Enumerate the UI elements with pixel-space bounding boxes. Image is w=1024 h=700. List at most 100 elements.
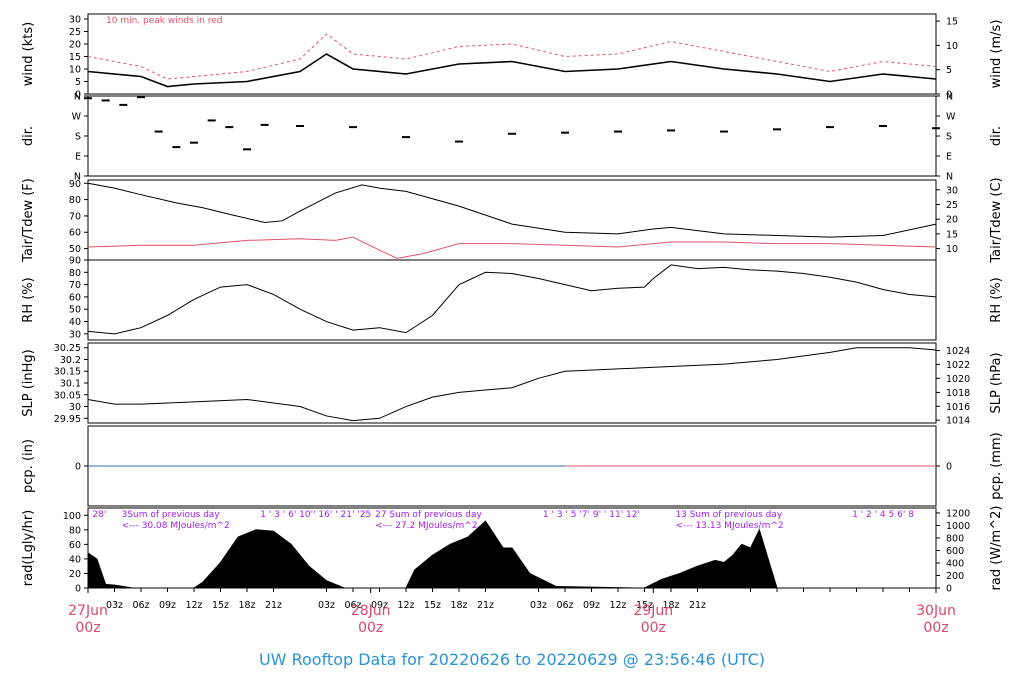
wind-left-tick-label: 30 [69,15,81,26]
wind-annotation: 10 min. peak winds in red [106,16,223,26]
wind-series-line-0 [87,53,937,88]
time-tick-label: 21z [265,600,282,611]
slp-left-tick-label: 30.25 [54,343,81,354]
slp-y-axis-label: SLP (inHg) [21,349,36,417]
rad-right-tick-label: 800 [946,533,964,544]
slp-series-line-0 [87,347,937,422]
slp-right-tick-label: 1022 [946,360,970,371]
rad-day-header: 28' [92,510,106,520]
slp-left-tick-label: 30.05 [54,390,81,401]
dir-panel-frame [87,95,937,177]
wind-left-tick-label: 25 [69,27,81,38]
date-label-hour: 00z [75,620,100,636]
dir-left-tick-label: E [75,152,81,163]
rad-daily-total: <--- 27.2 MJoules/m^2 [375,521,477,531]
rh-left-tick-label: 80 [69,268,81,279]
time-tick-label: 15z [424,600,441,611]
dir-right-tick-label: S [946,132,952,143]
time-tick-label: 03z [318,600,335,611]
temp-right-tick-label: 25 [946,200,958,211]
slp-left-tick-label: 30.1 [60,379,81,390]
time-tick-label: 03z [106,600,123,611]
pcp-right-tick-label: 0 [946,462,952,473]
rh-panel-frame [87,259,937,341]
wind-series-line-1 [87,33,937,80]
wind-left-tick-label: 10 [69,65,81,76]
pcp-left-tick-label: 0 [75,462,81,473]
rad-day-header: 13 Sum of previous day [675,510,782,520]
date-label-hour: 00z [641,620,666,636]
rad-left-tick-label: 40 [69,554,81,565]
time-tick-label: 21z [689,600,706,611]
time-tick-label: 12z [609,600,626,611]
rh-left-tick-label: 60 [69,292,81,303]
rad-left-tick-label: 20 [69,569,81,580]
rad-left-tick-label: 100 [63,511,81,522]
time-tick-label: 18z [662,600,679,611]
date-label-day: 30Jun [916,603,956,619]
time-tick-label: 06z [132,600,149,611]
rad-y-axis-label: rad(Lgly/hr) [21,510,36,586]
time-tick-label: 03z [530,600,547,611]
rad-day-header: 1 ' 2 ' 4 5 6' 8 [852,510,914,520]
date-label-day: 29Jun [633,603,673,619]
rad-right-tick-label: 1200 [946,508,970,519]
wind-right-tick-label: 5 [946,65,952,76]
wind-panel-frame [87,13,937,95]
time-tick-label: 09z [583,600,600,611]
temp-right-tick-label: 20 [946,215,958,226]
slp-left-tick-label: 30.2 [60,355,81,366]
dir-right-tick-label: E [946,152,952,163]
rad-day-header: 27 Sum of previous day [375,510,482,520]
rad-right-tick-label: 0 [946,584,952,595]
rad-right-tick-label: 400 [946,558,964,569]
time-tick-label: 12z [185,600,202,611]
temp-left-tick-label: 90 [69,179,81,190]
rad-area [87,520,936,589]
wind-left-tick-label: 15 [69,52,81,63]
rad-day-header: 1 ' 3 ' 6' 10'' 16' ' 21' '25 [260,510,371,520]
rad-day-header: 1 ' 3 ' 5 '7' 9' ' 11' 12' [543,510,640,520]
temp-panel-frame [87,179,937,261]
wind-right-tick-label: 15 [946,17,958,28]
rad-day-header: 3Sum of previous day [122,510,221,520]
date-label-day: 28Jun [351,603,391,619]
time-tick-label: 18z [450,600,467,611]
rh-left-tick-label: 50 [69,305,81,316]
temp-right-tick-label: 15 [946,229,958,240]
time-tick-label: 09z [159,600,176,611]
dir-right-tick-label: W [946,112,956,123]
temp-right-tick-label: 10 [946,244,958,255]
slp-right-tick-label: 1018 [946,388,970,399]
dir-left-tick-label: N [74,172,81,183]
dir-left-tick-label: W [72,112,82,123]
temp-y-axis-label-right: Tair/Tdew (C) [989,177,1004,263]
rh-left-tick-label: 40 [69,317,81,328]
date-label-day: 27Jun [68,603,108,619]
slp-right-tick-label: 1024 [946,346,970,357]
wind-right-tick-label: 10 [946,41,958,52]
rad-left-tick-label: 60 [69,540,81,551]
dir-y-axis-label-right: dir. [989,126,1004,146]
rad-y-axis-label-right: rad (W/m^2) [989,506,1004,591]
pcp-y-axis-label: pcp. (in) [21,439,36,493]
rad-right-tick-label: 1000 [946,521,970,532]
wind-y-axis-label: wind (kts) [21,22,36,86]
time-tick-label: 06z [556,600,573,611]
date-label-hour: 00z [358,620,383,636]
temp-left-tick-label: 60 [69,228,81,239]
slp-left-tick-label: 30.15 [54,367,81,378]
wind-left-tick-label: 20 [69,40,81,51]
rh-left-tick-label: 90 [69,256,81,267]
temp-series-line-0 [87,182,937,238]
dir-left-tick-label: S [75,132,81,143]
wind-right-tick-label: 0 [946,90,952,101]
temp-y-axis-label: Tair/Tdew (F) [21,178,36,263]
rad-right-tick-label: 200 [946,571,964,582]
dir-right-tick-label: N [946,172,953,183]
rad-daily-total: <--- 30.08 MJoules/m^2 [122,521,230,531]
slp-right-tick-label: 1020 [946,374,970,385]
rad-left-tick-label: 80 [69,525,81,536]
